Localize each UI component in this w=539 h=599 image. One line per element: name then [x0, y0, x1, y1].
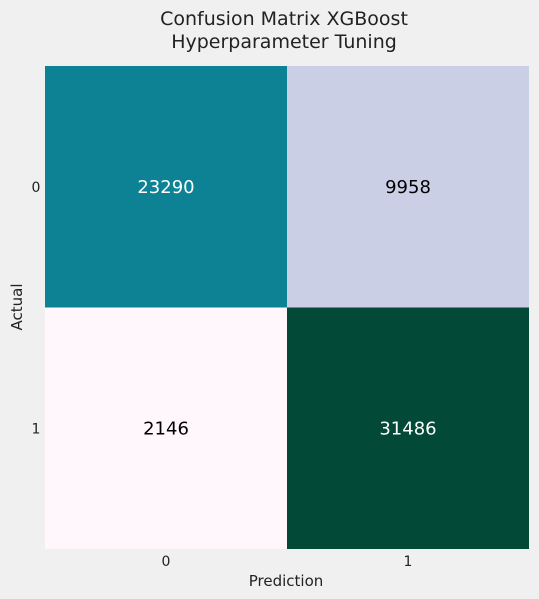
cell-value-label-1-0: 2146	[143, 418, 189, 439]
x-tick-label-1: 1	[404, 554, 413, 570]
cell-value-label-0-1: 9958	[385, 177, 431, 198]
heatmap-cell-1-1	[287, 307, 529, 549]
x-axis-label: Prediction	[249, 572, 324, 590]
chart-title-line-1: Confusion Matrix XGBoost	[160, 8, 408, 30]
heatmap-value-labels: 23290 9958 2146 31486	[137, 177, 436, 440]
heatmap-cell-0-0	[45, 66, 287, 308]
cell-value-label-1-1: 31486	[379, 418, 436, 439]
y-tick-label-1: 1	[32, 421, 41, 437]
heatmap-cell-0-1	[287, 66, 529, 308]
cell-value-label-0-0: 23290	[137, 177, 194, 198]
heatmap-cell-1-0	[45, 307, 287, 549]
y-tick-label-0: 0	[32, 180, 41, 196]
heatmap-cells	[45, 66, 529, 549]
chart-title-line-2: Hyperparameter Tuning	[171, 31, 397, 53]
y-axis-label: Actual	[8, 284, 26, 331]
x-tick-label-0: 0	[162, 554, 171, 570]
axis-ticks: 0 1 0 1	[32, 180, 413, 570]
